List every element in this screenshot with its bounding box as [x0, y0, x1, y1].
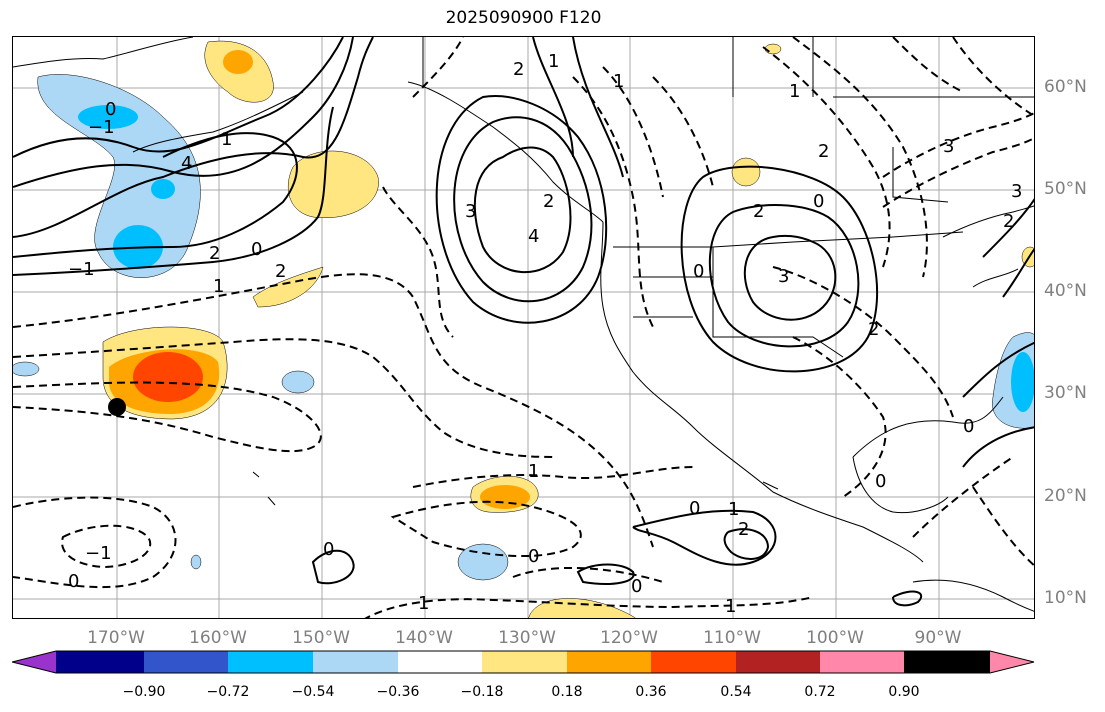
- lon-label: 110°W: [703, 628, 761, 648]
- contour-labels: 2 1 0 −1 1 4 2 0 −1 2 1 3 4 2 1 0 2 3 1 …: [68, 51, 1022, 617]
- contour-label: 0: [693, 261, 704, 282]
- contour-label: 0: [251, 239, 262, 260]
- lon-label: 170°W: [87, 628, 145, 648]
- coastlines: [13, 37, 1034, 612]
- contour-label: 1: [418, 593, 429, 614]
- lon-label: 90°W: [914, 628, 962, 648]
- colorbar-segment: [144, 651, 228, 673]
- contour-label: 0: [689, 498, 700, 519]
- contour-label: 2: [738, 519, 749, 540]
- colorbar-segment: [567, 651, 651, 673]
- contour-label: −1: [68, 259, 95, 280]
- colorbar-segment: [398, 651, 482, 673]
- contour-label: 2: [209, 243, 220, 264]
- colorbar-segment: [736, 651, 820, 673]
- lon-label: 150°W: [292, 628, 350, 648]
- contour-label: 2: [1003, 211, 1014, 232]
- contour-label: 1: [213, 276, 224, 297]
- contour-label: 2: [543, 191, 554, 212]
- colorbar-segment: [820, 651, 904, 673]
- colorbar-tick: −0.54: [291, 684, 335, 700]
- contour-label: 1: [725, 596, 736, 617]
- contour-label: 4: [528, 226, 539, 247]
- contour-label: 0: [528, 546, 539, 567]
- lat-label: 10°N: [1044, 588, 1087, 608]
- contour-label: 1: [528, 461, 539, 482]
- contour-label: 1: [789, 81, 800, 102]
- contour-label: 0: [68, 571, 79, 592]
- contour-label: −1: [88, 117, 115, 138]
- contour-label: 0: [323, 539, 334, 560]
- contour-label: 1: [548, 51, 559, 72]
- colorbar-tick: 0.72: [804, 684, 836, 700]
- shaded-anomalies: [13, 40, 1034, 618]
- colorbar-segment: [313, 651, 398, 673]
- colorbar-segment: [904, 651, 990, 673]
- lon-label: 130°W: [498, 628, 556, 648]
- contour-label: 3: [1011, 181, 1022, 202]
- colorbar-tick: 0.36: [635, 684, 667, 700]
- contour-label: 0: [105, 99, 116, 120]
- colorbar-segment: [56, 651, 144, 673]
- contour-label: 0: [813, 191, 824, 212]
- colorbar-extend-high: [990, 651, 1034, 673]
- colorbar-segment: [482, 651, 567, 673]
- contour-label: −1: [85, 543, 112, 564]
- contour-label: 2: [753, 201, 764, 222]
- colorbar-segment: [651, 651, 736, 673]
- contour-label: 4: [181, 153, 192, 174]
- map-canvas: 2 1 0 −1 1 4 2 0 −1 2 1 3 4 2 1 0 2 3 1 …: [13, 37, 1034, 618]
- chart-title: 2025090900 F120: [445, 8, 602, 28]
- lat-label: 30°N: [1044, 383, 1087, 403]
- contour-label: 3: [465, 201, 476, 222]
- storm-center-marker: [108, 398, 126, 416]
- contour-lines: [13, 37, 1034, 618]
- contour-label: 2: [513, 59, 524, 80]
- contour-label: 0: [631, 576, 642, 597]
- contour-label: 1: [613, 71, 624, 92]
- lat-label: 20°N: [1044, 486, 1087, 506]
- lon-label: 120°W: [600, 628, 658, 648]
- colorbar-tick: 0.90: [888, 684, 920, 700]
- contour-label: 0: [963, 416, 974, 437]
- lon-label: 100°W: [806, 628, 864, 648]
- colorbar: [12, 650, 1035, 674]
- contour-label: 3: [943, 136, 954, 157]
- contour-label: 2: [275, 261, 286, 282]
- colorbar-segment: [228, 651, 313, 673]
- colorbar-extend-low: [12, 651, 56, 673]
- colorbar-tick: −0.72: [206, 684, 250, 700]
- contour-label: 3: [778, 266, 789, 287]
- contour-label: 1: [221, 129, 232, 150]
- lat-label: 50°N: [1044, 179, 1087, 199]
- contour-label: 2: [818, 141, 829, 162]
- contour-label: 1: [728, 499, 739, 520]
- lon-label: 160°W: [189, 628, 247, 648]
- lat-label: 40°N: [1044, 281, 1087, 301]
- lat-label: 60°N: [1044, 77, 1087, 97]
- contour-label: 2: [868, 319, 879, 340]
- colorbar-tick: 0.18: [551, 684, 583, 700]
- lon-label: 140°W: [395, 628, 453, 648]
- colorbar-tick: 0.54: [720, 684, 752, 700]
- contour-label: 0: [875, 471, 886, 492]
- colorbar-tick: −0.18: [460, 684, 504, 700]
- colorbar-tick: −0.36: [376, 684, 420, 700]
- colorbar-tick: −0.90: [122, 684, 166, 700]
- map-panel: 2 1 0 −1 1 4 2 0 −1 2 1 3 4 2 1 0 2 3 1 …: [12, 36, 1035, 619]
